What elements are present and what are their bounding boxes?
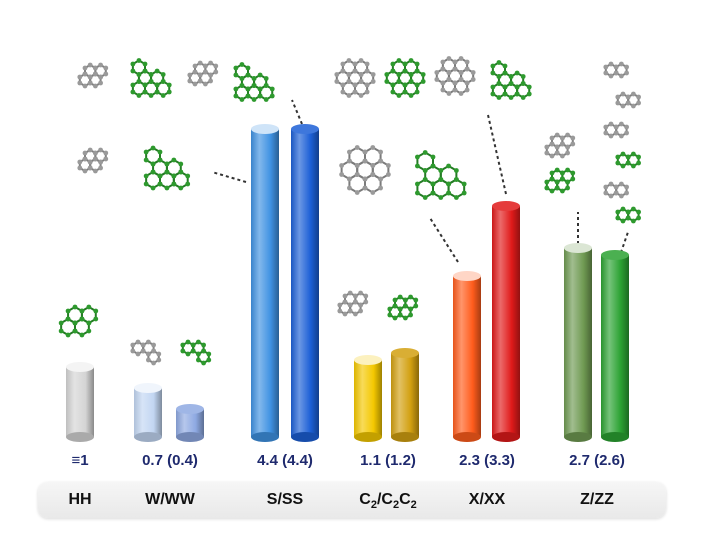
molecule-icon [387,294,419,321]
category-label: Z/ZZ [580,491,614,508]
molecule-icon [187,60,219,87]
bar-body [251,129,279,437]
molecule-icon [337,290,369,317]
bar-base [66,432,94,442]
category-label: S/SS [266,491,304,508]
category-label: HH [68,491,92,508]
leader-line [429,217,459,263]
bar-top [453,271,481,281]
bar-C2C2 [391,348,419,442]
bar-base [291,432,319,442]
bar-body [453,276,481,437]
molecule-icon [544,167,576,194]
category-band [38,482,666,518]
bars [66,124,629,442]
value-label: 2.7 (2.6) [569,452,625,469]
bar-top [391,348,419,358]
bar-body [354,360,382,437]
molecule-icon [339,145,391,195]
bar-top [291,124,319,134]
bar-base [391,432,419,442]
bar-XX [492,201,520,442]
molecule-icon [615,91,641,109]
molecule-icon [180,339,212,366]
bar-body [291,129,319,437]
value-label: 4.4 (4.4) [257,452,313,469]
molecule-icon [58,304,99,338]
bar-SS [291,124,319,442]
molecule-icon [77,62,109,89]
bar-base [176,432,204,442]
bar-body [601,255,629,437]
bar-X [453,271,481,442]
molecule-icon [544,132,576,159]
molecule-icon [603,181,629,199]
leader-line [291,99,303,125]
bar-base [601,432,629,442]
category-label: X/XX [468,491,506,508]
bar-top [176,404,204,414]
molecule-icon [603,61,629,79]
category-label: W/WW [145,491,195,508]
bar-top [564,243,592,253]
category-label: C2/C2C2 [359,491,417,512]
molecule-icon [77,147,109,174]
molecule-icon [434,56,476,96]
bar-top [66,362,94,372]
bar-WW [176,404,204,442]
bar-S [251,124,279,442]
molecule-icon [130,58,172,98]
bar-base [453,432,481,442]
molecule-icon [143,145,191,191]
bar-base [134,432,162,442]
molecule-icon [603,121,629,139]
bar-C2 [354,355,382,442]
molecule-icon [615,151,641,169]
molecule-icon [334,58,376,98]
bar-base [492,432,520,442]
molecule-icon [130,339,162,366]
value-label: 1.1 (1.2) [360,452,416,469]
bar-top [601,250,629,260]
bar-base [564,432,592,442]
bar-ZZ [601,250,629,442]
bar-W [134,383,162,442]
molecule-icon [233,62,275,102]
bar-top [354,355,382,365]
bar-HH [66,362,94,442]
bar-base [354,432,382,442]
bar-top [134,383,162,393]
molecule-icon [415,150,467,200]
value-label: 2.3 (3.3) [459,452,515,469]
molecule-icon [615,206,641,224]
bar-body [391,353,419,437]
molecule-illustrations [58,56,641,366]
leader-line [487,114,507,195]
value-label: 0.7 (0.4) [142,452,198,469]
bar-body [492,206,520,437]
bar-Z [564,243,592,442]
bar-body [134,388,162,437]
bar-top [251,124,279,134]
bar-top [492,201,520,211]
leader-line [211,171,247,183]
molecule-icon [490,60,532,100]
bar-base [251,432,279,442]
value-label: ≡1 [71,452,89,469]
molecule-icon [384,58,426,98]
bar-body [564,248,592,437]
bar-body [66,367,94,437]
